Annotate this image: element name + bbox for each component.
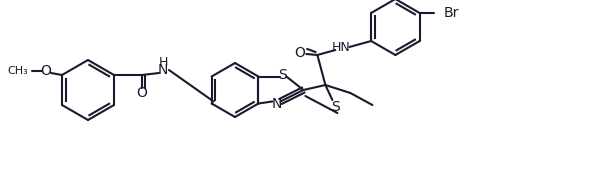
Text: O: O bbox=[41, 64, 52, 78]
Text: O: O bbox=[137, 86, 147, 100]
Text: S: S bbox=[278, 68, 287, 82]
Text: CH₃: CH₃ bbox=[7, 66, 28, 76]
Text: S: S bbox=[331, 100, 340, 114]
Text: HN: HN bbox=[332, 41, 351, 53]
Text: N: N bbox=[271, 97, 282, 110]
Text: H: H bbox=[158, 56, 168, 68]
Text: Br: Br bbox=[444, 6, 459, 20]
Text: N: N bbox=[158, 63, 168, 77]
Text: O: O bbox=[294, 46, 305, 60]
